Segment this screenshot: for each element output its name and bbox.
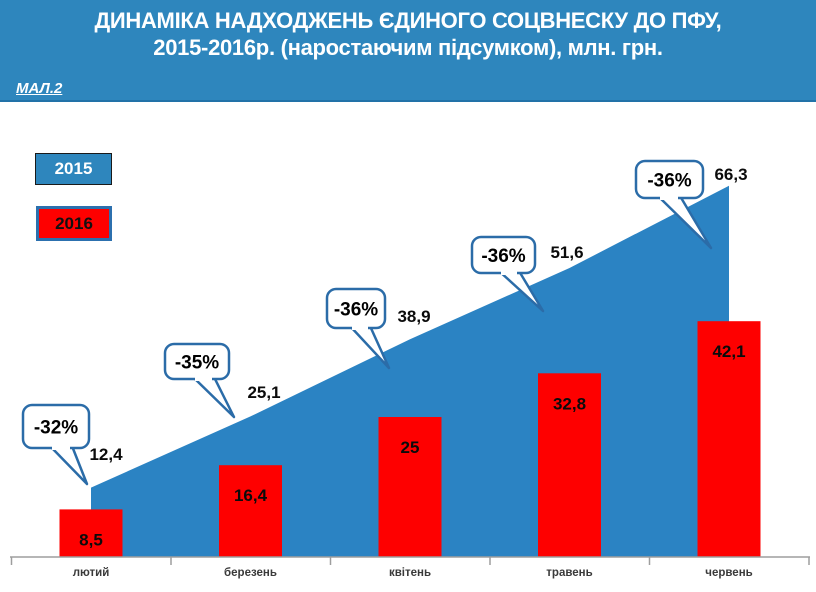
chart-title-line1: ДИНАМІКА НАДХОДЖЕНЬ ЄДИНОГО СОЦВНЕСКУ ДО… — [94, 8, 722, 33]
bar-2016-травень — [538, 373, 601, 557]
callout-label: -36% — [334, 300, 378, 321]
figure-label: МАЛ.2 — [16, 80, 63, 97]
bar-2016-березень — [219, 465, 282, 557]
bar-2016-червень — [697, 321, 761, 557]
header-banner: ДИНАМІКА НАДХОДЖЕНЬ ЄДИНОГО СОЦВНЕСКУ ДО… — [0, 0, 816, 102]
callout-label: -32% — [34, 418, 78, 439]
chart-title: ДИНАМІКА НАДХОДЖЕНЬ ЄДИНОГО СОЦВНЕСКУ ДО… — [0, 0, 816, 61]
callout-tail — [657, 195, 713, 250]
callout-label: -36% — [481, 246, 525, 267]
x-axis-label-квітень: квітень — [389, 567, 431, 579]
legend-item-2015: 2015 — [35, 153, 112, 185]
area-value-label: 25,1 — [247, 383, 280, 402]
x-axis-label-червень: червень — [705, 567, 752, 579]
bar-value-label: 42,1 — [712, 342, 745, 361]
bar-value-label: 25 — [401, 438, 420, 457]
callout-tail — [192, 376, 236, 419]
x-axis-label-березень: березень — [224, 567, 277, 579]
area-value-label: 12,4 — [89, 445, 123, 464]
callout-tail — [49, 445, 89, 486]
bar-value-label: 32,8 — [553, 394, 586, 413]
legend-item-2016: 2016 — [36, 206, 112, 241]
x-axis-label-лютий: лютий — [73, 567, 110, 579]
bar-2016-квітень — [378, 417, 442, 557]
area-value-label: 38,9 — [397, 307, 430, 326]
callout-label: -35% — [175, 353, 219, 374]
callout-tail — [349, 325, 391, 370]
bar-value-label: 16,4 — [234, 486, 268, 505]
x-axis-label-травень: травень — [546, 567, 592, 579]
area-value-label: 66,3 — [714, 165, 747, 184]
callout-label: -36% — [647, 171, 691, 192]
bar-2016-лютий — [59, 509, 123, 557]
area-value-label: 51,6 — [550, 243, 583, 262]
chart-canvas: лютий березень квітень травень червень 8,5 16,… — [10, 159, 810, 579]
chart-title-line2: 2015-2016р. (наростаючим підсумком), млн… — [153, 35, 663, 60]
callout-tail — [498, 270, 545, 313]
bar-value-label: 8,5 — [79, 530, 103, 549]
